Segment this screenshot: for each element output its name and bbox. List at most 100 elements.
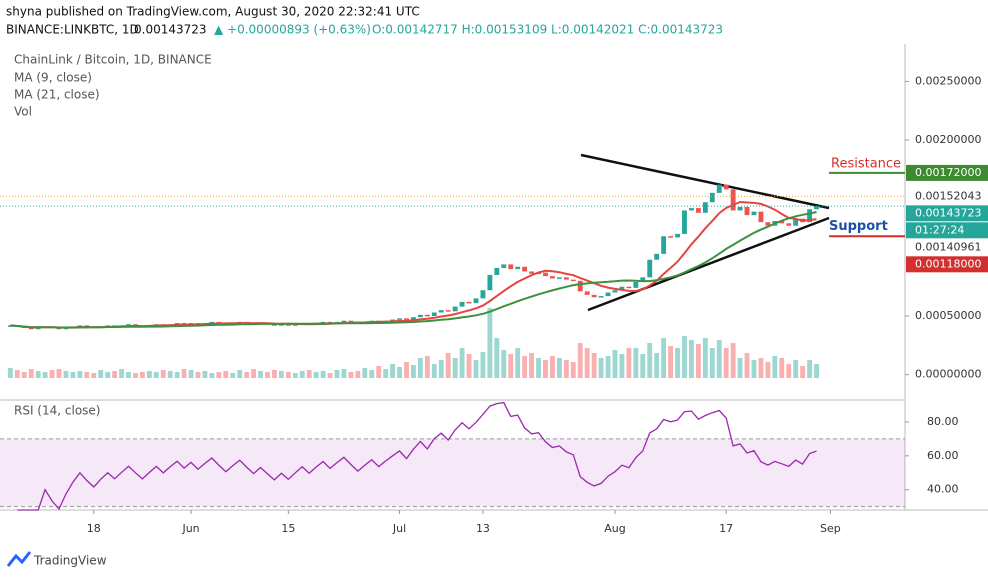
volume-bar [223, 371, 229, 378]
candle [77, 325, 83, 327]
volume-bar [487, 308, 493, 378]
moving-average [10, 211, 817, 329]
candle [737, 206, 743, 211]
candle [786, 223, 792, 226]
x-tick-label: 18 [87, 522, 101, 535]
candle [501, 264, 507, 268]
volume-bar [153, 372, 159, 378]
candle [730, 189, 736, 211]
volume-bar [730, 343, 736, 378]
volume-bar [251, 369, 257, 378]
rsi-tick-label: 60.00 [927, 449, 959, 462]
candle [556, 277, 562, 279]
candle [695, 208, 701, 213]
volume-bar [445, 353, 451, 378]
volume-bar [452, 358, 458, 378]
volume-bar [272, 370, 277, 378]
candle [28, 327, 34, 330]
volume-bar [744, 353, 750, 378]
volume-bar [431, 364, 437, 378]
volume-bar [668, 346, 674, 378]
volume-bar [299, 371, 305, 378]
x-tick-label: 15 [281, 522, 295, 535]
volume-bar [438, 360, 444, 378]
legend-ma9: MA (9, close) [14, 71, 92, 85]
volume-bar [139, 372, 145, 378]
volume-bar [501, 350, 507, 378]
rsi-label: RSI (14, close) [14, 404, 100, 418]
rsi-tick-label: 40.00 [927, 483, 959, 496]
candle [459, 301, 465, 307]
volume-bar [702, 338, 708, 378]
volume-bar [793, 360, 799, 378]
price-label-box [906, 222, 988, 239]
volume-bar [633, 348, 639, 378]
candle [515, 266, 521, 270]
candle [633, 281, 639, 288]
change: ▲ +0.00000893 (+0.63%) [214, 23, 371, 37]
candle [723, 184, 729, 190]
volume-bar [577, 343, 583, 378]
candle [529, 271, 535, 274]
volume-bar [751, 360, 757, 378]
candle [598, 296, 604, 298]
candle [397, 318, 402, 320]
logo: TradingView [6, 551, 107, 568]
volume-bar [84, 372, 90, 378]
volume-bar [411, 365, 416, 378]
volume-bar [758, 358, 764, 378]
y-tick-label: 0.00250000 [915, 74, 981, 87]
candle [285, 324, 291, 326]
candle [793, 218, 799, 226]
volume-bar [181, 369, 187, 378]
y-tick-label: 0.00050000 [915, 309, 981, 322]
trend-line [587, 216, 830, 312]
volume-bar [174, 372, 180, 378]
volume-bar [570, 362, 576, 378]
logo-icon [6, 551, 32, 567]
volume-bar [772, 356, 778, 378]
price-label: 01:27:24 [915, 223, 964, 236]
volume-bar [244, 372, 250, 378]
volume-bar [160, 370, 166, 378]
volume-bar [98, 370, 104, 378]
volume-bar [612, 350, 618, 378]
volume-bar [723, 348, 729, 378]
candle [654, 253, 660, 260]
x-tick-label: 13 [476, 522, 490, 535]
volume-bar [800, 366, 806, 378]
volume-bar [202, 371, 208, 378]
volume-bar [584, 348, 590, 378]
volume-bar [77, 371, 83, 378]
volume-bar [126, 372, 131, 378]
volume-bar [265, 372, 270, 378]
candle [543, 272, 548, 277]
candle [438, 310, 444, 313]
ohlc: O:0.00142717 H:0.00153109 L:0.00142021 C… [372, 23, 723, 37]
volume-bar [626, 348, 632, 378]
volume-bar [188, 370, 194, 378]
volume-bar [661, 338, 667, 378]
candle [466, 301, 472, 304]
candle [716, 184, 722, 193]
volume-bar [28, 369, 34, 378]
candle [584, 291, 590, 295]
price-label: 0.00152043 [915, 189, 981, 202]
y-tick-label: 0.00000000 [915, 368, 981, 381]
volume-bar [56, 369, 62, 378]
volume-bar [550, 356, 555, 378]
candle [494, 267, 500, 275]
volume-bar [522, 356, 528, 378]
volume-bar [473, 360, 479, 378]
volume-bar [341, 369, 347, 378]
volume-bar [376, 366, 382, 378]
price-label: 0.00118000 [915, 257, 981, 270]
candle [424, 314, 430, 317]
candle [84, 325, 90, 327]
volume-bar [42, 372, 48, 378]
volume-bar [355, 371, 361, 378]
volume-bar [306, 370, 312, 378]
volume-bar [133, 373, 138, 378]
candle [278, 324, 284, 326]
candle [689, 208, 694, 211]
